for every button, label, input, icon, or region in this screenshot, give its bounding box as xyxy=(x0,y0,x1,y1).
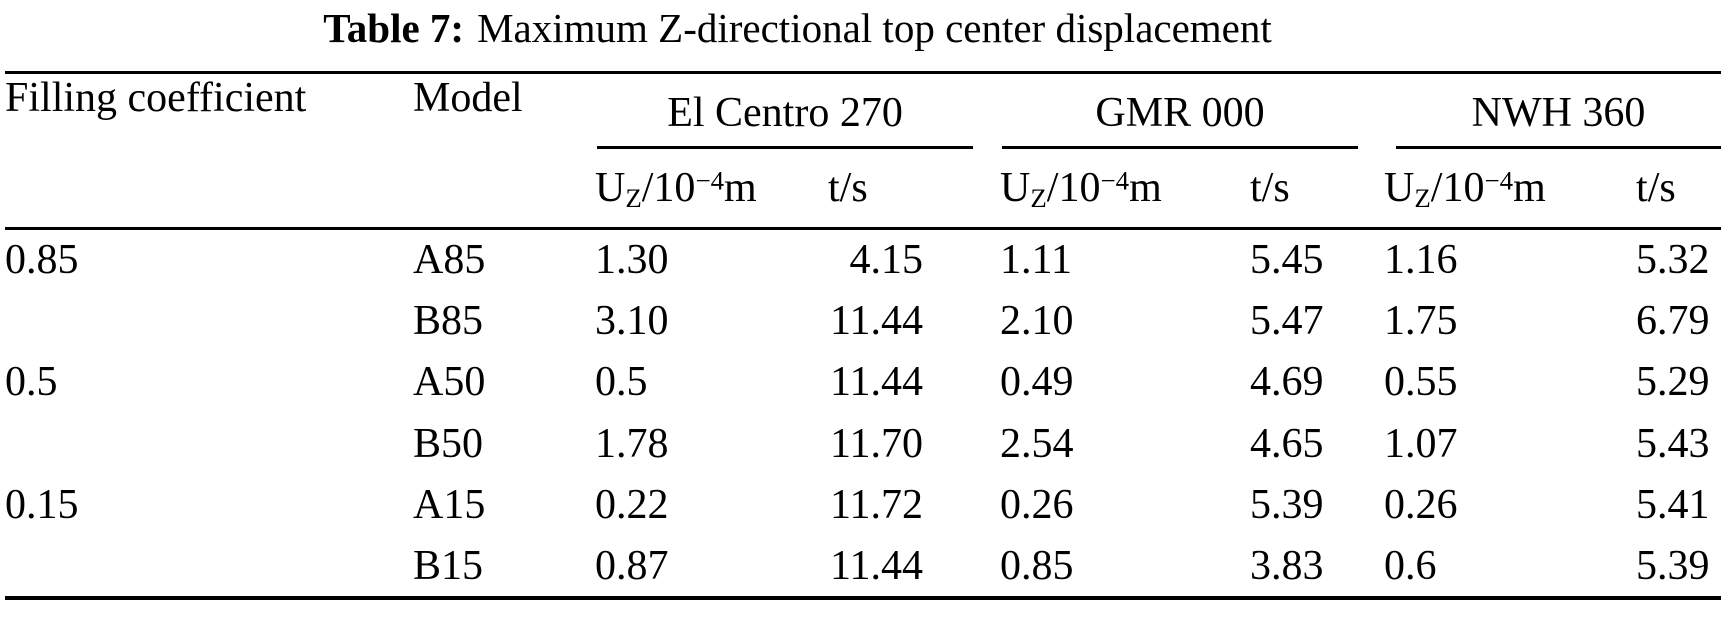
ts-value-cell: 4.69 xyxy=(1250,359,1324,406)
filling-coefficient-cell: 0.5 xyxy=(5,359,58,406)
ts-value-cell: 4.65 xyxy=(1250,420,1324,467)
uz-value-cell: 0.87 xyxy=(595,542,669,589)
ts-value-cell: 5.45 xyxy=(1250,236,1324,283)
group-header-cell-gmr-000: GMR 000 xyxy=(1000,73,1384,149)
ts-value-cell: 11.44 xyxy=(828,536,1000,598)
uz-value-cell: 3.10 xyxy=(595,297,669,344)
subheader-ts-nwh: t/s xyxy=(1636,148,1721,230)
table-row-b85: B85 3.10 11.44 2.10 5.47 1.75 6.79 xyxy=(5,290,1721,352)
uz-value-cell: 0.55 xyxy=(1384,359,1458,406)
uz-symbol: U xyxy=(595,164,626,211)
uz-value-cell: 2.54 xyxy=(1000,420,1074,467)
uz-exponent: −4 xyxy=(695,165,725,196)
ts-value-cell: 4.15 xyxy=(828,229,1000,291)
column-header-model: Model xyxy=(413,72,595,230)
uz-value-cell: 0.5 xyxy=(595,359,648,406)
subheader-uz-nwh: UZ/10−4m xyxy=(1384,148,1637,230)
subheader-ts-el-centro: t/s xyxy=(828,148,1001,230)
ts-value-cell: 5.32 xyxy=(1636,236,1710,283)
group-header-gmr-000: GMR 000 xyxy=(1002,89,1359,149)
ts-value-cell: 5.47 xyxy=(1250,297,1324,344)
uz-value-cell: 0.6 xyxy=(1384,542,1437,589)
ts-value-cell: 5.39 xyxy=(1636,542,1710,589)
uz-exponent: −4 xyxy=(1100,165,1130,196)
uz-value-cell: 1.16 xyxy=(1384,236,1458,283)
subheader-uz-gmr: UZ/10−4m xyxy=(1000,148,1251,230)
uz-symbol: U xyxy=(1384,164,1415,211)
ts-value: 4.15 xyxy=(849,236,924,283)
uz-divisor: /10 xyxy=(641,164,696,211)
uz-value-cell: 0.49 xyxy=(1000,359,1074,406)
ts-value-cell: 11.44 xyxy=(828,290,1000,352)
uz-value-cell: 1.75 xyxy=(1384,297,1458,344)
table-body: 0.85 A85 1.30 4.15 1.11 5.45 1.16 5.32 B… xyxy=(5,229,1721,598)
uz-exponent: −4 xyxy=(1484,165,1514,196)
uz-unit: m xyxy=(1513,164,1546,211)
uz-unit: m xyxy=(1129,164,1162,211)
table-row-a15: 0.15 A15 0.22 11.72 0.26 5.39 0.26 5.41 xyxy=(5,475,1721,537)
ts-value-cell: 3.83 xyxy=(1250,542,1324,589)
uz-subscript-z: Z xyxy=(1414,182,1431,213)
table-row-a50: 0.5 A50 0.5 11.44 0.49 4.69 0.55 5.29 xyxy=(5,352,1721,414)
ts-value: 11.44 xyxy=(830,542,923,589)
subheader-uz-el-centro: UZ/10−4m xyxy=(595,148,828,230)
model-cell: B85 xyxy=(413,297,484,344)
filling-coefficient-cell: 0.15 xyxy=(5,482,79,529)
model-cell: A85 xyxy=(413,236,486,283)
model-cell: A50 xyxy=(413,359,486,406)
uz-value-cell: 0.85 xyxy=(1000,542,1074,589)
ts-value: 11.44 xyxy=(830,297,923,344)
ts-value-cell: 11.72 xyxy=(828,475,1000,537)
ts-value-cell: 11.70 xyxy=(828,413,1000,475)
uz-divisor: /10 xyxy=(1046,164,1101,211)
table-row-b50: B50 1.78 11.70 2.54 4.65 1.07 5.43 xyxy=(5,413,1721,475)
ts-value-cell: 11.44 xyxy=(828,352,1000,414)
uz-value-cell: 0.22 xyxy=(595,482,669,529)
ts-value-cell: 5.43 xyxy=(1636,420,1710,467)
ts-value: 11.70 xyxy=(830,420,923,467)
data-table: Filling coefficient Model El Centro 270 … xyxy=(5,71,1721,600)
ts-value: 11.72 xyxy=(830,482,923,529)
ts-value-cell: 5.29 xyxy=(1636,359,1710,406)
filling-coefficient-cell xyxy=(5,413,413,475)
uz-value-cell: 2.10 xyxy=(1000,297,1074,344)
uz-value-cell: 1.07 xyxy=(1384,420,1458,467)
uz-value-cell: 0.26 xyxy=(1384,482,1458,529)
uz-value-cell: 1.30 xyxy=(595,236,669,283)
table-row-b15: B15 0.87 11.44 0.85 3.83 0.6 5.39 xyxy=(5,536,1721,598)
model-cell: B15 xyxy=(413,542,484,589)
uz-subscript-z: Z xyxy=(625,182,642,213)
table-caption-label: Table 7: xyxy=(323,5,465,51)
uz-value-cell: 1.78 xyxy=(595,420,669,467)
ts-value: 11.44 xyxy=(830,359,923,406)
subheader-row: UZ/10−4m t/s UZ/10−4m t/s UZ/10−4m t/s xyxy=(5,148,1721,230)
uz-subscript-z: Z xyxy=(1030,182,1047,213)
ts-value-cell: 5.39 xyxy=(1250,482,1324,529)
table-caption-text: Maximum Z-directional top center displac… xyxy=(477,5,1272,51)
uz-unit: m xyxy=(724,164,757,211)
ts-value-cell: 6.79 xyxy=(1636,297,1710,344)
uz-value-cell: 0.26 xyxy=(1000,482,1074,529)
group-header-row: Filling coefficient Model El Centro 270 … xyxy=(5,72,1721,230)
group-header-nwh-360: NWH 360 xyxy=(1396,89,1721,149)
group-header-cell-el-centro-270: El Centro 270 xyxy=(595,73,1000,149)
ts-value-cell: 5.41 xyxy=(1636,482,1710,529)
model-cell: A15 xyxy=(413,482,486,529)
table-header: Filling coefficient Model El Centro 270 … xyxy=(5,72,1721,230)
group-header-el-centro-270: El Centro 270 xyxy=(597,89,974,149)
filling-coefficient-cell xyxy=(5,290,413,352)
filling-coefficient-cell: 0.85 xyxy=(5,236,79,283)
uz-value-cell: 1.11 xyxy=(1000,236,1072,283)
uz-symbol: U xyxy=(1000,164,1031,211)
subheader-ts-gmr: t/s xyxy=(1250,148,1385,230)
filling-coefficient-cell xyxy=(5,536,413,598)
table-row-a85: 0.85 A85 1.30 4.15 1.11 5.45 1.16 5.32 xyxy=(5,229,1721,291)
model-cell: B50 xyxy=(413,420,484,467)
table-caption: Table 7: Maximum Z-directional top center… xyxy=(0,3,1721,54)
uz-divisor: /10 xyxy=(1430,164,1485,211)
column-header-filling-coefficient: Filling coefficient xyxy=(5,72,413,230)
group-header-cell-nwh-360: NWH 360 xyxy=(1384,73,1721,149)
